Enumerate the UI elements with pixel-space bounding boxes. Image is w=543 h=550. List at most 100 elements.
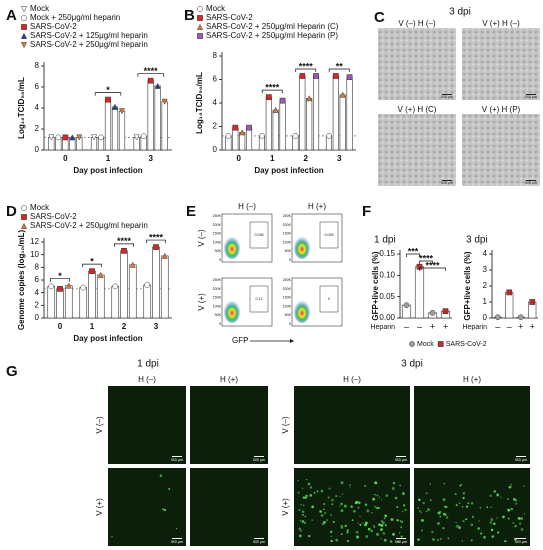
fluorescent-cell	[490, 528, 494, 532]
marker	[265, 94, 272, 100]
scale-label: 500 μm	[171, 540, 183, 544]
fluorescent-cell	[420, 529, 423, 532]
fluorescent-cell	[364, 503, 368, 507]
fluorescent-cell	[380, 528, 383, 532]
fluorescent-cell	[399, 484, 401, 487]
fluorescent-cell	[520, 528, 524, 531]
y-tick-label: 0	[35, 313, 40, 322]
fluorescent-cell	[402, 492, 405, 495]
flow-y-tick-label: 250K	[213, 214, 222, 218]
fluorescent-cell	[383, 517, 386, 520]
fluorescent-cell	[320, 489, 324, 493]
significance-bracket	[419, 260, 433, 264]
fluorescent-cell	[392, 481, 396, 485]
gate-value: 0.12	[256, 297, 263, 301]
marker	[62, 134, 69, 141]
fluorescent-cell	[374, 493, 376, 496]
fluorescent-cell	[359, 515, 361, 518]
flow-y-tick-label: 200K	[213, 223, 222, 227]
y-tick-label: 0	[483, 313, 488, 322]
fluorescent-cell	[306, 478, 308, 481]
marker	[279, 97, 286, 104]
fluorescent-cell	[385, 494, 389, 498]
fluorescent-cell	[299, 519, 302, 522]
fluorescent-cell	[297, 491, 300, 494]
fluorescent-cell	[502, 515, 505, 519]
fluorescent-cell	[396, 506, 399, 509]
fluorescent-cell	[382, 521, 385, 525]
marker	[339, 91, 346, 98]
fluorescent-cell	[372, 497, 376, 501]
marker	[118, 108, 125, 115]
flow-y-tick-label: 250K	[283, 214, 292, 218]
panel-letter: C	[374, 9, 385, 26]
legend-label: SARS-CoV-2	[206, 13, 253, 22]
fluorescent-cell	[403, 504, 406, 507]
row-label: V (–)	[197, 229, 206, 247]
scale-label: 500 μm	[395, 540, 407, 544]
fluorescent-cell	[298, 534, 302, 538]
scale-bar	[172, 538, 182, 539]
fluorescent-cell	[510, 483, 513, 486]
fluorescent-cell	[301, 510, 305, 514]
cell-population	[224, 301, 240, 323]
marker	[97, 271, 104, 278]
y-tick-label: 10	[30, 250, 39, 259]
fluorescent-cell	[374, 506, 376, 508]
x-axis-label: Day post infection	[73, 166, 142, 175]
fluorescent-cell	[500, 496, 502, 498]
fluorescent-cell	[442, 498, 446, 501]
significance-bracket	[295, 68, 317, 72]
bar	[118, 110, 126, 151]
scale-label: 500 μm	[515, 458, 527, 462]
scale-label: 500 μm	[441, 95, 453, 99]
fluorescent-cell	[508, 518, 510, 520]
fluorescent-cell	[302, 496, 306, 499]
significance-bracket	[114, 243, 134, 247]
legend-marker	[21, 214, 27, 220]
bar	[96, 274, 105, 319]
fluorescent-cell	[443, 482, 446, 485]
bar	[152, 246, 160, 319]
fluorescent-cell	[382, 532, 386, 535]
row-label: V (–)	[281, 416, 290, 434]
legend-label: SARS-CoV-2 + 250μg/ml heparin	[30, 40, 148, 49]
fluorescent-cell	[340, 524, 343, 528]
group-title: 3 dpi	[401, 359, 423, 370]
fluorescent-cell	[400, 526, 402, 528]
fluorescent-cell	[378, 496, 381, 499]
marker	[346, 74, 353, 81]
y-tick-label: 2	[483, 281, 488, 290]
fluorescent-cell	[462, 491, 466, 495]
marker	[259, 133, 265, 139]
fluorescent-cell	[421, 518, 424, 522]
marker	[246, 124, 252, 131]
fluorescent-cell	[316, 490, 319, 493]
column-label: H (+)	[220, 375, 238, 384]
fluorescent-cell	[461, 505, 464, 508]
y-tick-label: 0.00	[379, 313, 395, 322]
significance-label: ****	[299, 61, 314, 71]
fluorescent-cell	[486, 506, 489, 509]
marker	[429, 310, 436, 316]
fluorescent-cell	[429, 483, 431, 485]
significance-bracket	[328, 68, 350, 72]
micrograph	[462, 114, 540, 186]
legend-marker	[197, 33, 203, 39]
fluorescent-cell	[297, 479, 299, 482]
legend-label: Mock	[30, 4, 50, 13]
scale-bar	[254, 456, 264, 457]
scale-bar	[516, 538, 526, 539]
fluorescent-cell	[523, 513, 526, 515]
flow-y-tick-label: 150K	[283, 296, 292, 300]
marker	[437, 341, 444, 347]
fluorescent-cell	[343, 504, 347, 508]
legend-marker	[20, 222, 28, 229]
legend-label: Mock	[30, 203, 50, 212]
fluorescent-cell	[436, 521, 440, 525]
fluorescent-cell	[168, 488, 171, 490]
fluorescent-cell	[436, 538, 440, 541]
flow-y-tick-label: 150K	[213, 232, 222, 236]
bar	[346, 76, 353, 151]
fluorescent-cell	[462, 496, 465, 500]
